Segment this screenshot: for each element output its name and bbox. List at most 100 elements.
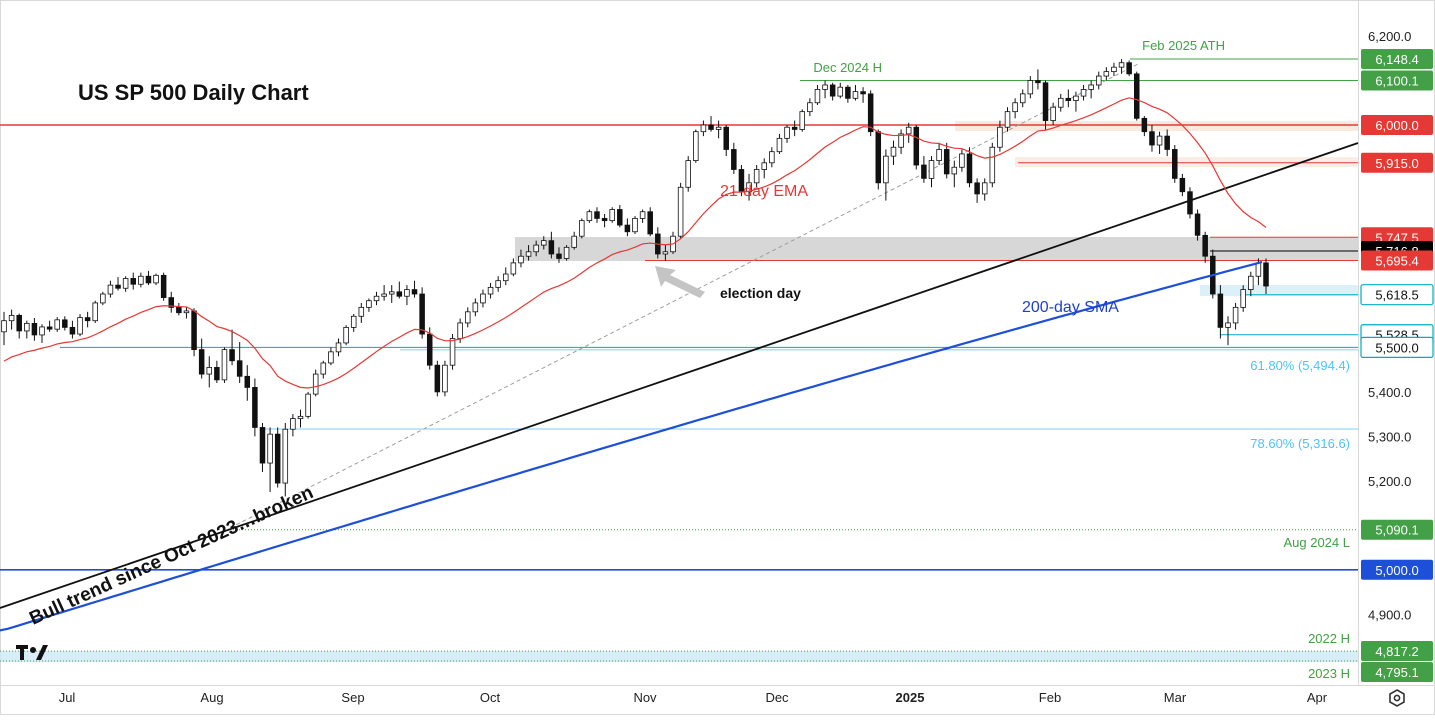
candle-body bbox=[693, 131, 699, 161]
fib-label: 61.80% (5,494.4) bbox=[1250, 358, 1350, 373]
candle-body bbox=[305, 393, 311, 417]
ema-line bbox=[3, 97, 1267, 389]
candle-body bbox=[130, 278, 136, 285]
candle-body bbox=[715, 126, 722, 130]
candle-body bbox=[928, 160, 935, 179]
candle-body bbox=[1103, 71, 1110, 77]
price-badge-label: 6,148.4 bbox=[1375, 52, 1418, 67]
candle-body bbox=[959, 153, 965, 168]
candle-body bbox=[1050, 106, 1056, 121]
candle-body bbox=[541, 240, 547, 246]
candle-body bbox=[252, 387, 258, 428]
candle-body bbox=[160, 274, 167, 298]
candle-body bbox=[274, 433, 281, 484]
ema-label: 21-day EMA bbox=[720, 183, 808, 200]
candle-body bbox=[548, 240, 555, 255]
candle-body bbox=[807, 102, 813, 113]
candle-body bbox=[381, 293, 387, 297]
candle-body bbox=[62, 319, 68, 328]
candle-body bbox=[1065, 97, 1072, 101]
candle-body bbox=[1118, 62, 1125, 68]
candle-body bbox=[206, 367, 213, 375]
candle-body bbox=[1172, 149, 1178, 179]
election-arrow bbox=[655, 266, 705, 298]
x-tick-label: Dec bbox=[765, 690, 789, 705]
candle-body bbox=[1019, 93, 1026, 104]
candle-body bbox=[1240, 289, 1246, 308]
x-tick-label: Aug bbox=[200, 690, 223, 705]
price-badge: 4,817.2 bbox=[1361, 641, 1433, 661]
settings-icon[interactable] bbox=[1389, 689, 1405, 707]
candle-body bbox=[837, 86, 844, 97]
candle-body bbox=[731, 149, 737, 170]
y-tick-label: 5,300.0 bbox=[1368, 429, 1411, 444]
candle-body bbox=[617, 209, 623, 226]
candle-body bbox=[601, 218, 608, 222]
candle-body bbox=[799, 111, 806, 130]
candle-body bbox=[1217, 293, 1224, 328]
candle-body bbox=[312, 373, 319, 395]
candle-body bbox=[214, 367, 220, 381]
price-badge-label: 5,090.1 bbox=[1375, 523, 1418, 538]
candle-body bbox=[677, 186, 684, 237]
candle-body bbox=[518, 255, 524, 264]
price-badges: 6,148.46,100.16,000.05,915.05,747.55,716… bbox=[1360, 48, 1434, 682]
candle-body bbox=[921, 164, 927, 179]
candle-body bbox=[373, 295, 380, 302]
sma-line bbox=[0, 260, 1263, 632]
candle-body bbox=[267, 433, 273, 464]
candle-body bbox=[609, 209, 615, 222]
candle-body bbox=[753, 169, 760, 184]
fib-label: 78.60% (5,316.6) bbox=[1250, 436, 1350, 451]
candle-body bbox=[100, 293, 106, 304]
x-tick-label: Mar bbox=[1164, 690, 1187, 705]
candle-body bbox=[92, 302, 98, 322]
candle-body bbox=[236, 360, 243, 377]
price-badge-label: 5,618.5 bbox=[1375, 288, 1418, 303]
price-badge: 5,090.1 bbox=[1361, 519, 1433, 540]
candle-body bbox=[1179, 177, 1186, 193]
candle-body bbox=[1012, 102, 1018, 113]
candle-body bbox=[442, 364, 448, 393]
candle-body bbox=[784, 126, 790, 139]
price-badge: 5,695.4 bbox=[1361, 250, 1433, 271]
candle-body bbox=[1187, 191, 1193, 215]
candle-body bbox=[860, 91, 866, 95]
candle-body bbox=[495, 280, 501, 288]
candle-body bbox=[563, 246, 570, 259]
candle-body bbox=[183, 310, 190, 314]
candle-body bbox=[594, 211, 600, 219]
candle-body bbox=[1202, 234, 1208, 257]
candle-body bbox=[39, 326, 45, 336]
price-badge-label: 5,500.0 bbox=[1375, 340, 1418, 355]
price-badge-label: 4,817.2 bbox=[1375, 644, 1418, 659]
candle-body bbox=[434, 364, 441, 393]
candle-body bbox=[1004, 111, 1011, 128]
candle-body bbox=[791, 126, 798, 130]
candle-body bbox=[487, 286, 494, 295]
candle-body bbox=[685, 160, 691, 188]
level-note: 2023 H bbox=[1308, 666, 1350, 681]
candle-body bbox=[1073, 95, 1079, 101]
candle-body bbox=[259, 427, 266, 464]
candle-body bbox=[1042, 82, 1049, 121]
candle-body bbox=[571, 235, 577, 248]
candle-body bbox=[951, 166, 958, 175]
chart-title: US SP 500 Daily Chart bbox=[78, 80, 309, 105]
price-badge: 6,000.0 bbox=[1361, 115, 1433, 135]
candle-body bbox=[46, 326, 53, 330]
candle-body bbox=[525, 251, 532, 257]
support-band bbox=[1200, 285, 1358, 296]
bull-trendline bbox=[0, 142, 1359, 609]
candle-body bbox=[69, 326, 76, 335]
candle-body bbox=[396, 291, 403, 297]
candle-body bbox=[290, 418, 296, 430]
candle-body bbox=[1080, 89, 1087, 97]
candle-body bbox=[1027, 80, 1034, 95]
price-badge-label: 6,000.0 bbox=[1375, 118, 1418, 133]
consolidation-zone bbox=[515, 237, 1358, 261]
candle-body bbox=[761, 162, 767, 170]
y-tick-label: 5,200.0 bbox=[1368, 474, 1411, 489]
candle-body bbox=[31, 322, 38, 336]
